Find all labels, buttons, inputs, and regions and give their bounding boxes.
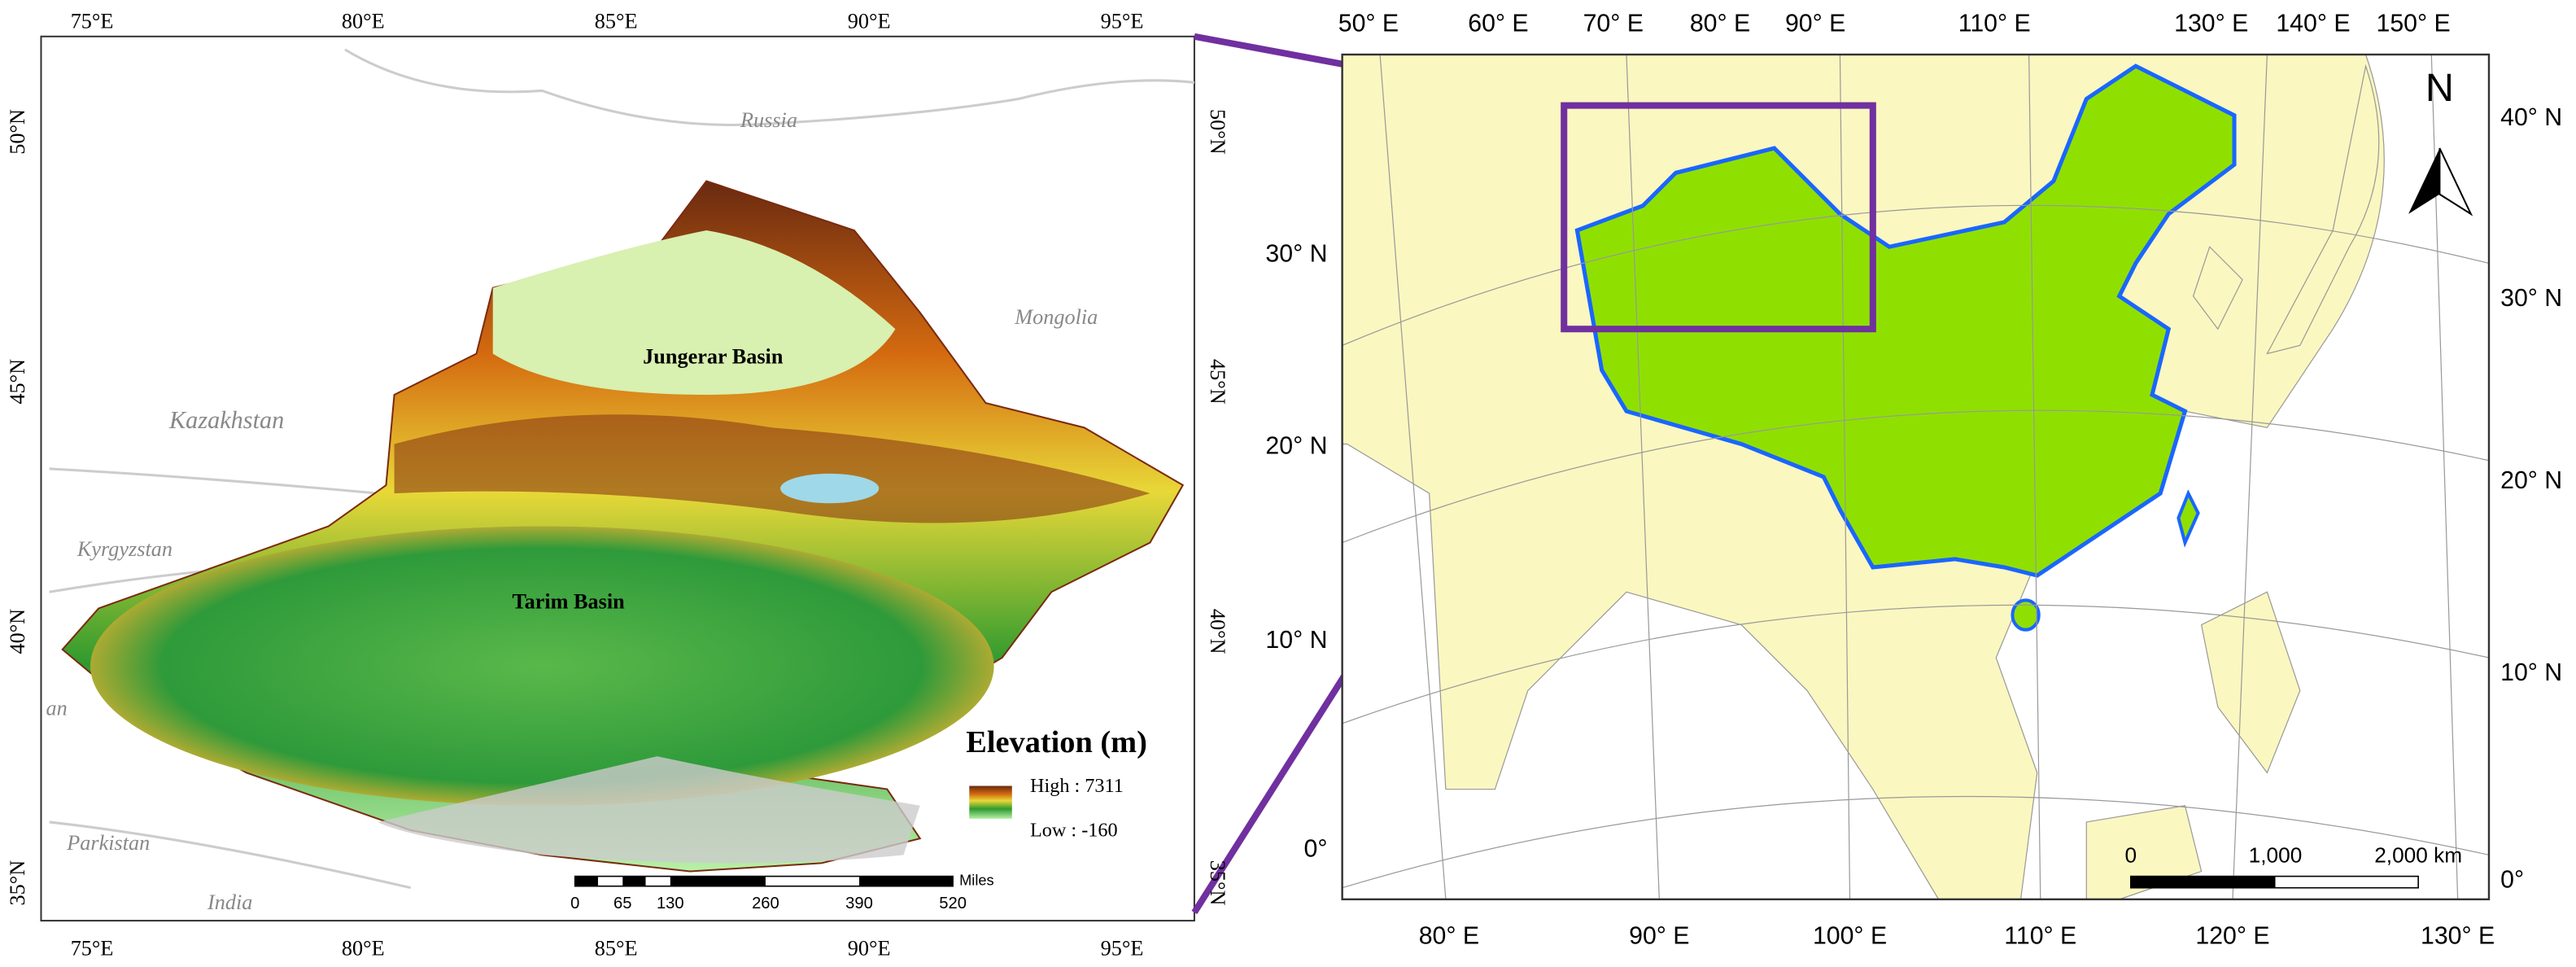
tick-label: 20° N <box>2500 467 2562 494</box>
basin-label: Jungerar Basin <box>643 345 784 369</box>
tibet-hillshade <box>378 756 920 864</box>
tick-label: 80°E <box>342 936 385 960</box>
scale-label: 1,000 <box>2249 842 2303 867</box>
tick-label: 90°E <box>848 936 891 960</box>
north-arrow <box>2438 147 2473 217</box>
tick-label: 0° <box>1304 835 1328 862</box>
tick-label: 130° E <box>2174 11 2248 37</box>
basin-label: Tarim Basin <box>512 589 625 613</box>
tick-label: 50°N <box>6 109 29 155</box>
legend-title: Elevation (m) <box>966 725 1147 759</box>
north-arrow <box>2408 148 2440 214</box>
tick-label: 85°E <box>595 10 638 33</box>
tianshan <box>394 414 1150 523</box>
lake <box>780 473 880 504</box>
tarim-basin <box>90 526 994 806</box>
tick-label: 0° <box>2500 867 2524 894</box>
tick-label: 45°N <box>6 359 29 405</box>
scale-label: 130 <box>657 895 684 912</box>
legend-high: High : 7311 <box>1030 775 1124 797</box>
tick-label: 110° E <box>1958 11 2031 37</box>
north-label: N <box>2425 66 2454 110</box>
scale-label: 390 <box>845 895 873 912</box>
legend-ramp <box>969 785 1012 819</box>
tick-label: 80° E <box>1690 11 1750 37</box>
tick-label: 75°E <box>71 10 114 33</box>
tick-label: 35°N <box>1206 860 1229 906</box>
tick-label: 90° E <box>1785 11 1845 37</box>
tick-label: 30° N <box>1265 240 1327 267</box>
tick-label: 40°N <box>6 609 29 654</box>
tick-label: 50°N <box>1206 109 1229 155</box>
scale-label: 260 <box>752 895 779 912</box>
islands <box>2085 63 2380 900</box>
tick-label: 70° E <box>1583 11 1644 37</box>
extent-box <box>1561 102 1876 333</box>
tick-label: 95°E <box>1101 10 1144 33</box>
right-scale-bar <box>2130 875 2419 889</box>
tick-label: 60° E <box>1468 11 1528 37</box>
tick-label: 90°E <box>848 10 891 33</box>
tick-label: 40° N <box>2500 104 2562 131</box>
tick-label: 80° E <box>1419 922 1479 949</box>
tick-label: 150° E <box>2377 11 2451 37</box>
tick-label: 140° E <box>2276 11 2350 37</box>
tick-label: 110° E <box>2004 922 2076 949</box>
scale-label: 0 <box>570 895 579 912</box>
legend-low: Low : -160 <box>1030 820 1118 842</box>
tick-label: 90° E <box>1629 922 1689 949</box>
place-label: an <box>46 697 68 720</box>
scale-label: 2,000 km <box>2374 842 2462 867</box>
place-label: Parkistan <box>66 831 150 855</box>
tick-label: 30° N <box>2500 285 2562 312</box>
tick-label: 35°N <box>6 860 29 906</box>
borders <box>49 48 1195 890</box>
tick-label: 10° N <box>2500 659 2562 686</box>
tick-label: 40°N <box>1206 609 1229 654</box>
tick-label: 45°N <box>1206 359 1229 405</box>
taiwan <box>2177 489 2200 548</box>
tick-label: 50° E <box>1338 11 1399 37</box>
left-map: Russia Mongolia Kazakhstan Kyrgyzstan an… <box>40 35 1195 922</box>
scale-bar <box>574 875 954 887</box>
tick-label: 130° E <box>2421 922 2495 949</box>
china <box>1574 63 2237 578</box>
place-label: India <box>207 890 252 914</box>
scale-label: 0 <box>2125 842 2137 867</box>
scale-label: 520 <box>939 895 967 912</box>
tick-label: 120° E <box>2195 922 2269 949</box>
tick-label: 10° N <box>1265 627 1327 654</box>
tick-label: 85°E <box>595 936 638 960</box>
scale-label: 65 <box>613 895 631 912</box>
place-label: Mongolia <box>1014 305 1098 329</box>
hainan <box>2011 598 2041 632</box>
place-label: Russia <box>740 108 797 132</box>
right-frame <box>1341 53 2491 901</box>
jungar-basin <box>492 230 896 395</box>
tick-label: 20° N <box>1265 433 1327 460</box>
place-label: Kazakhstan <box>168 406 284 434</box>
scale-unit: Miles <box>959 872 993 888</box>
tick-label: 75°E <box>71 936 114 960</box>
tick-label: 80°E <box>342 10 385 33</box>
place-label: Kyrgyzstan <box>76 537 172 561</box>
right-map: N 0 1,000 2,000 km <box>1341 53 2491 901</box>
tick-label: 100° E <box>1813 922 1887 949</box>
tick-label: 95°E <box>1101 936 1144 960</box>
graticule <box>1342 54 2490 899</box>
